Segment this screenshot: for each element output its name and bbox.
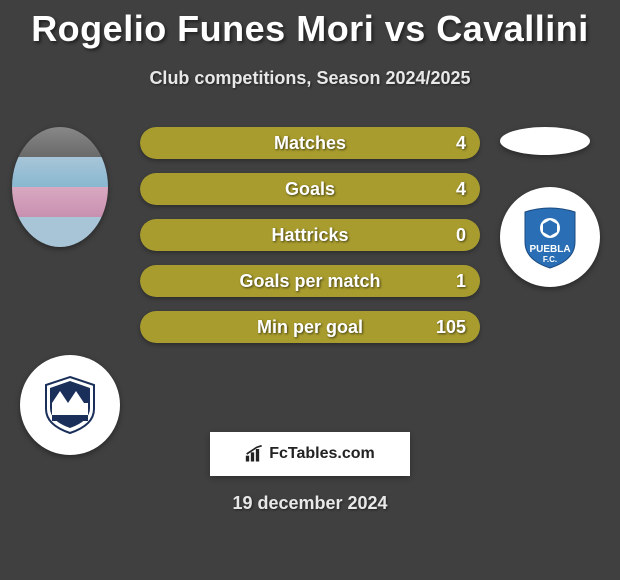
stat-bar: Hattricks0 (140, 219, 480, 251)
stat-bar-label: Goals per match (140, 265, 480, 297)
stat-bar: Goals4 (140, 173, 480, 205)
player-left-avatar (12, 127, 108, 247)
stat-bar: Min per goal105 (140, 311, 480, 343)
stat-bar-right-value: 0 (456, 219, 466, 251)
subtitle: Club competitions, Season 2024/2025 (0, 68, 620, 89)
stat-bar-label: Min per goal (140, 311, 480, 343)
svg-text:F.C.: F.C. (543, 255, 557, 264)
stat-bar: Goals per match1 (140, 265, 480, 297)
club-right-badge: PUEBLA F.C. (500, 187, 600, 287)
brand-text: FcTables.com (269, 445, 375, 463)
date-label: 19 december 2024 (0, 493, 620, 514)
club-left-badge (20, 355, 120, 455)
stat-bar-label: Goals (140, 173, 480, 205)
puebla-logo-icon: PUEBLA F.C. (515, 202, 585, 272)
player-right-avatar (500, 127, 590, 155)
stat-bar-right-value: 105 (436, 311, 466, 343)
stat-bars-container: Matches4Goals4Hattricks0Goals per match1… (140, 127, 480, 357)
svg-text:PUEBLA: PUEBLA (529, 244, 570, 255)
brand-chart-icon (245, 445, 265, 463)
comparison-panel: PUEBLA F.C. Matches4Goals4Hattricks0Goal… (0, 127, 620, 467)
stat-bar-right-value: 1 (456, 265, 466, 297)
stat-bar: Matches4 (140, 127, 480, 159)
stat-bar-right-value: 4 (456, 173, 466, 205)
monterrey-logo-icon (38, 373, 102, 437)
stat-bar-right-value: 4 (456, 127, 466, 159)
stat-bar-label: Hattricks (140, 219, 480, 251)
stat-bar-label: Matches (140, 127, 480, 159)
page-title: Rogelio Funes Mori vs Cavallini (0, 0, 620, 50)
brand-watermark: FcTables.com (210, 432, 410, 476)
